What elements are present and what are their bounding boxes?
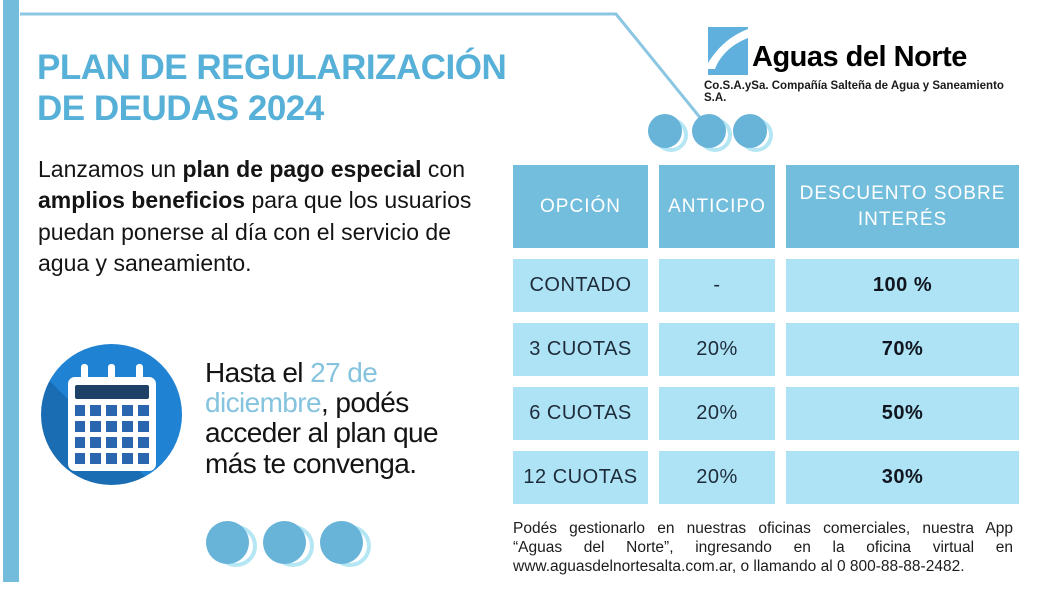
page-title-line2: DE DEUDAS 2024 <box>37 88 324 128</box>
intro-paragraph: Lanzamos un plan de pago especial con am… <box>38 156 472 276</box>
dot-fill <box>733 114 767 148</box>
table-header-descuento: DESCUENTO SOBRE INTERÉS <box>786 165 1019 248</box>
decorative-dot <box>692 114 732 152</box>
logo-tagline: Co.S.A.ySa. Compañía Salteña de Agua y S… <box>704 80 1004 104</box>
dot-fill <box>648 114 682 148</box>
table-header-opcion: OPCIÓN <box>513 165 648 248</box>
dot-fill <box>206 521 249 564</box>
table-cell-opcion: CONTADO <box>513 259 648 312</box>
dot-fill <box>692 114 726 148</box>
calendar-header-band <box>74 385 149 399</box>
left-accent-bar <box>3 0 19 582</box>
footer-note-line: “Aguas del Norte”, ingresando en la ofic… <box>513 539 1013 557</box>
table-cell-descuento: 100 % <box>786 259 1019 312</box>
calendar-day-grid <box>74 405 149 464</box>
table-cell-anticipo: 20% <box>659 387 775 440</box>
table-cell-descuento: 50% <box>786 387 1019 440</box>
plan-table: OPCIÓN ANTICIPO DESCUENTO SOBRE INTERÉS … <box>513 165 1019 504</box>
table-cell-anticipo: 20% <box>659 323 775 376</box>
decorative-dot <box>206 521 257 569</box>
decorative-dot <box>263 521 314 569</box>
dot-fill <box>263 521 306 564</box>
calendar-binder-posts <box>68 364 156 380</box>
calendar-body <box>67 377 156 471</box>
logo-name: Aguas del Norte <box>752 41 967 73</box>
deadline-text: Hasta el 27 de diciembre, podés acceder … <box>205 357 439 479</box>
table-cell-anticipo: 20% <box>659 451 775 504</box>
logo-mark <box>708 27 748 75</box>
decorative-dot <box>648 114 688 152</box>
page-title-line1: PLAN DE REGULARIZACIÓN <box>37 48 507 87</box>
water-swoosh-icon <box>708 27 748 75</box>
table-cell-descuento: 70% <box>786 323 1019 376</box>
calendar-icon <box>67 364 156 471</box>
table-header-anticipo: ANTICIPO <box>659 165 775 248</box>
table-cell-opcion: 12 CUOTAS <box>513 451 648 504</box>
decorative-dot <box>320 521 371 569</box>
footer-note-line: www.aguasdelnortesalta.com.ar, o llamand… <box>513 558 965 576</box>
dot-fill <box>320 521 363 564</box>
table-cell-anticipo: - <box>659 259 775 312</box>
calendar-badge <box>41 344 182 485</box>
page-title: PLAN DE REGULARIZACIÓN DE DEUDAS 2024 <box>37 48 507 130</box>
table-cell-opcion: 6 CUOTAS <box>513 387 648 440</box>
table-cell-descuento: 30% <box>786 451 1019 504</box>
footer-note: Podés gestionarlo en nuestras oficinas c… <box>513 519 1013 577</box>
table-cell-opcion: 3 CUOTAS <box>513 323 648 376</box>
footer-note-line: Podés gestionarlo en nuestras oficinas c… <box>513 520 1013 537</box>
decorative-dot <box>733 114 773 152</box>
